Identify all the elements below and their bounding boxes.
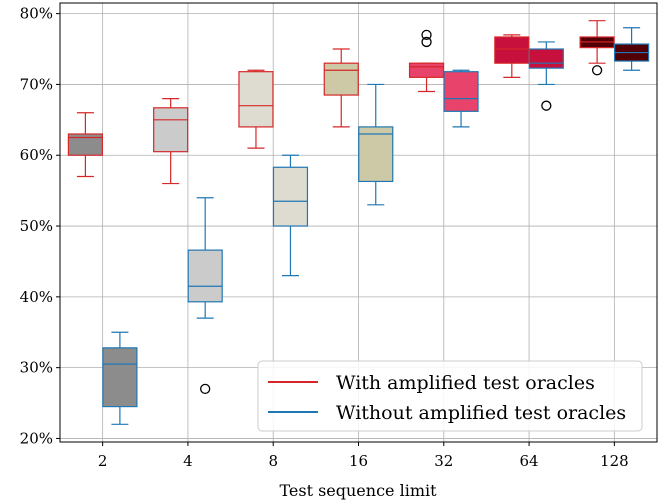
outlier-point [591, 65, 603, 76]
y-tick-label: 30% [20, 359, 53, 377]
box-without-oracles [187, 197, 223, 395]
y-tick-label: 20% [20, 429, 53, 447]
y-tick-label: 80% [20, 5, 53, 23]
y-tick-label: 60% [20, 146, 53, 164]
box-with-oracles [494, 34, 530, 78]
outlier-point [421, 29, 432, 41]
y-tick-label: 40% [20, 288, 53, 306]
iqr-box [153, 107, 189, 153]
box-without-oracles [528, 41, 564, 111]
iqr-box [67, 133, 103, 156]
iqr-box [408, 62, 445, 78]
box-without-oracles [614, 27, 650, 71]
box-with-oracles [153, 97, 189, 185]
y-tick-label: 70% [20, 75, 53, 93]
iqr-box [102, 347, 138, 408]
outlier-point [541, 100, 552, 111]
box-series [67, 20, 650, 425]
y-tick-label: 50% [20, 217, 53, 235]
iqr-box [358, 126, 394, 183]
outlier-point [421, 36, 432, 48]
x-tick-label: 128 [600, 452, 629, 470]
box-without-oracles [102, 331, 138, 425]
iqr-box [272, 166, 309, 227]
box-with-oracles [67, 112, 103, 178]
box-with-oracles [408, 29, 445, 93]
axis-ticks: 20% 30% 40% 50% 60% 70% 80% 2 4 8 16 32 64 128 [20, 5, 629, 470]
legend-label-with-oracles: With amplified test oracles [336, 372, 595, 394]
x-tick-label: 32 [434, 452, 453, 470]
iqr-box [528, 48, 564, 69]
box-with-oracles [238, 69, 274, 149]
iqr-box [238, 71, 274, 128]
iqr-box [187, 249, 223, 303]
legend-label-without-oracles: Without amplified test oracles [336, 402, 626, 424]
x-tick-label: 4 [183, 452, 193, 470]
x-tick-label: 64 [520, 452, 539, 470]
box-with-oracles [323, 48, 359, 128]
box-without-oracles [272, 154, 309, 277]
iqr-box [443, 71, 479, 112]
iqr-box [323, 62, 359, 96]
box-without-oracles [443, 69, 479, 128]
x-axis-label: Test sequence limit [279, 481, 437, 500]
outlier-point [200, 383, 211, 395]
legend-frame [257, 360, 643, 432]
box-with-oracles [579, 20, 615, 76]
legend: With amplified test oracles Without ampl… [257, 360, 643, 432]
box-without-oracles [358, 83, 394, 206]
iqr-box [494, 36, 530, 64]
x-tick-label: 2 [98, 452, 108, 470]
x-tick-label: 16 [349, 452, 368, 470]
x-tick-label: 8 [268, 452, 278, 470]
